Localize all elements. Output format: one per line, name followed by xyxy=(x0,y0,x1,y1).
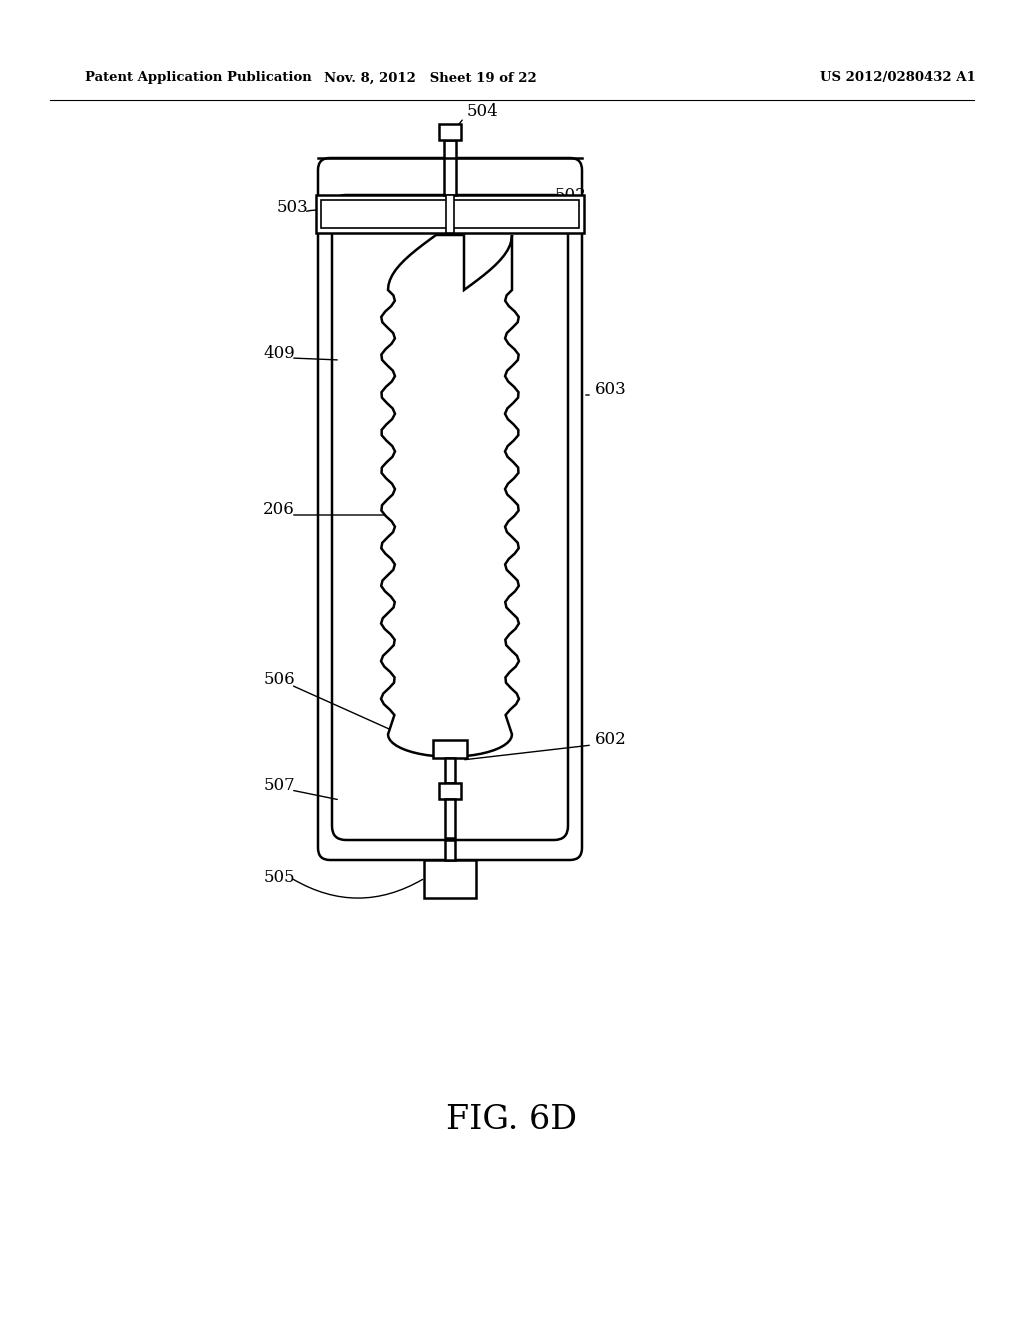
Text: 206: 206 xyxy=(263,502,295,519)
Bar xyxy=(445,799,455,838)
Bar xyxy=(316,195,584,234)
Bar xyxy=(439,783,461,799)
Text: Patent Application Publication: Patent Application Publication xyxy=(85,71,311,84)
Text: 503: 503 xyxy=(276,198,308,215)
Bar xyxy=(433,741,467,758)
Text: 507: 507 xyxy=(263,776,295,793)
Text: 506: 506 xyxy=(263,672,295,689)
Bar xyxy=(444,140,456,195)
Text: 504: 504 xyxy=(467,103,499,120)
FancyBboxPatch shape xyxy=(332,195,568,840)
Bar xyxy=(445,758,455,783)
Bar xyxy=(445,840,455,861)
Bar xyxy=(321,201,579,228)
Text: FIG. 6D: FIG. 6D xyxy=(446,1104,578,1137)
Bar xyxy=(439,124,461,140)
Text: 603: 603 xyxy=(595,381,627,399)
FancyBboxPatch shape xyxy=(318,158,582,861)
Bar xyxy=(446,195,454,234)
Text: Nov. 8, 2012   Sheet 19 of 22: Nov. 8, 2012 Sheet 19 of 22 xyxy=(324,71,537,84)
Text: 602: 602 xyxy=(595,731,627,748)
Text: 505: 505 xyxy=(263,870,295,887)
Bar xyxy=(424,861,476,898)
Polygon shape xyxy=(381,235,519,756)
Text: US 2012/0280432 A1: US 2012/0280432 A1 xyxy=(820,71,976,84)
Text: 409: 409 xyxy=(263,345,295,362)
Text: 502: 502 xyxy=(555,186,587,203)
